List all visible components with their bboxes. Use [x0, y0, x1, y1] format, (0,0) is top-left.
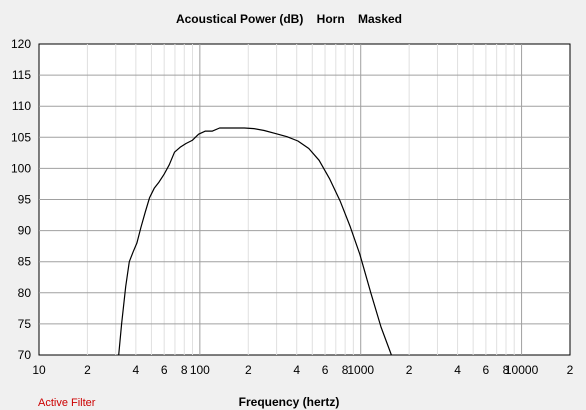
x-tick-label: 4 — [133, 363, 140, 377]
x-tick-label: 2 — [567, 363, 574, 377]
y-tick-label: 110 — [12, 99, 31, 113]
x-tick-label: 2 — [84, 363, 91, 377]
x-tick-label: 100 — [190, 363, 210, 377]
y-tick-label: 120 — [11, 37, 31, 51]
x-tick-label: 6 — [483, 363, 490, 377]
y-tick-label: 90 — [18, 224, 32, 238]
y-tick-label: 70 — [18, 348, 32, 362]
x-tick-label: 10 — [32, 363, 46, 377]
x-tick-label: 10000 — [505, 363, 539, 377]
x-tick-label: 6 — [161, 363, 168, 377]
x-tick-label: 8 — [181, 363, 188, 377]
x-tick-label: 4 — [293, 363, 300, 377]
series-group — [118, 127, 392, 356]
x-tick-label: 4 — [454, 363, 461, 377]
y-tick-label: 80 — [18, 286, 32, 300]
active-filter-label[interactable]: Active Filter — [38, 397, 96, 409]
x-tick-label: 2 — [406, 363, 413, 377]
y-tick-label: 85 — [18, 255, 32, 269]
y-tick-label: 115 — [12, 68, 31, 82]
chart-title: Acoustical Power (dB) Horn Masked — [176, 12, 402, 26]
x-tick-label: 6 — [322, 363, 329, 377]
y-tick-label: 95 — [18, 193, 32, 207]
x-tick-label: 8 — [503, 363, 510, 377]
grid — [39, 44, 570, 355]
x-tick-label: 8 — [342, 363, 349, 377]
x-axis-label: Frequency (hertz) — [239, 395, 340, 409]
y-tick-label: 105 — [11, 130, 31, 144]
y-axis-ticks: 70 75 80 85 90 95 100 105 110 115 120 — [11, 37, 31, 362]
y-tick-label: 75 — [18, 317, 32, 331]
series-line-0 — [118, 127, 392, 356]
x-tick-label: 2 — [245, 363, 252, 377]
x-tick-label: 1000 — [347, 363, 374, 377]
y-tick-label: 100 — [11, 161, 31, 175]
